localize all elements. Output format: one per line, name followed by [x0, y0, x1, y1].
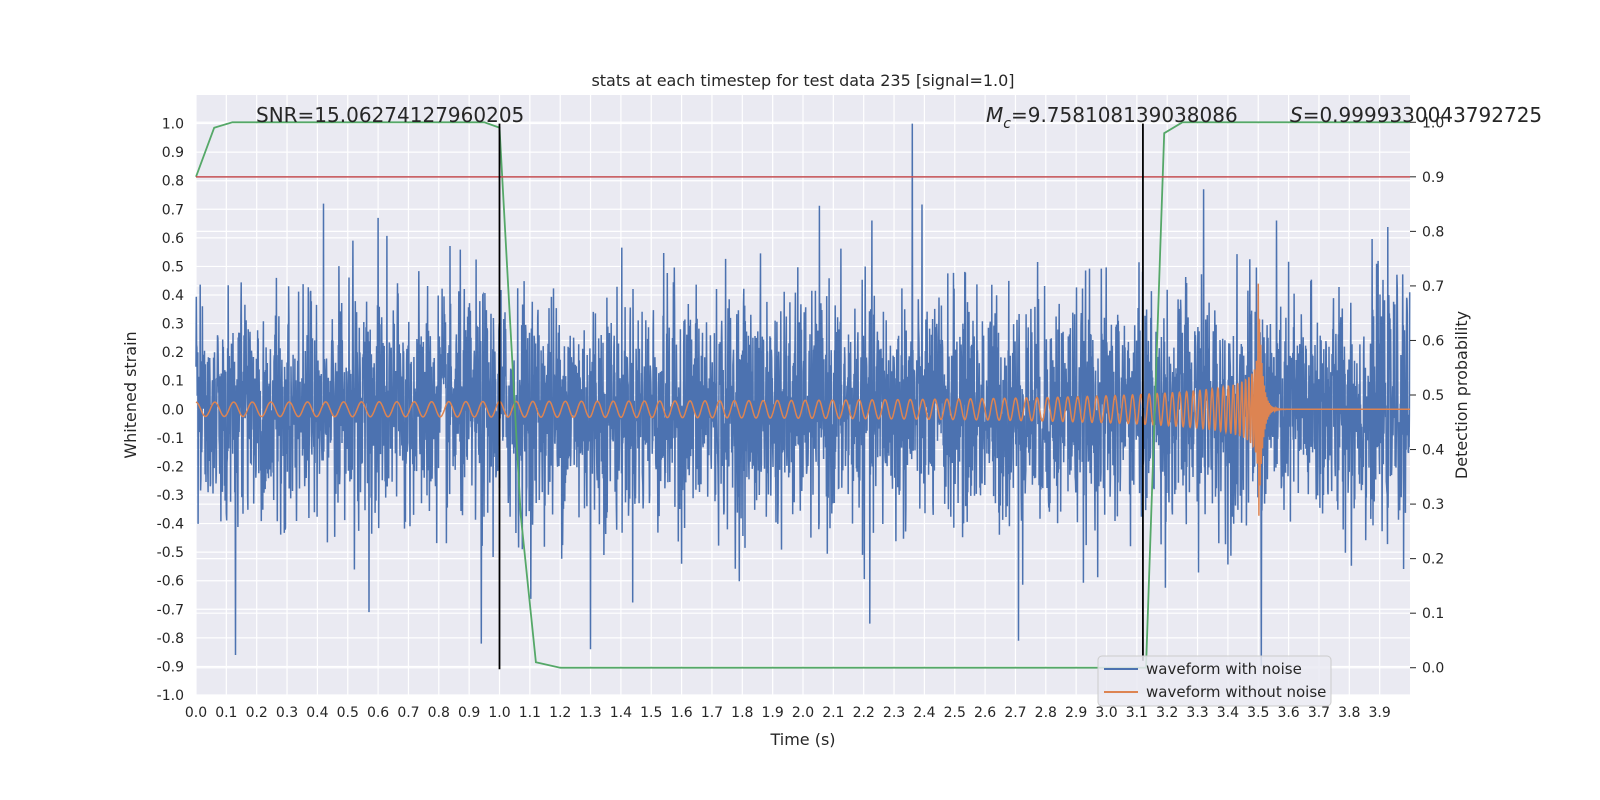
right-y-tick-label: 0.2 [1422, 552, 1444, 568]
chirp-mass-symbol: M [986, 103, 1003, 127]
x-tick-label: 1.0 [488, 705, 510, 721]
detection-probability-line [195, 121, 1410, 669]
x-tick-label: 3.3 [1186, 705, 1208, 721]
x-tick-label: 2.0 [792, 705, 814, 721]
x-tick-label: 3.9 [1369, 705, 1391, 721]
x-tick-label: 1.7 [701, 705, 723, 721]
right-y-tick-labels: 0.0 0.1 0.2 0.3 0.4 0.5 0.6 0.7 0.8 0.9 1.0 [1410, 115, 1444, 677]
legend-label-noisy: waveform with noise [1146, 660, 1302, 678]
x-tick-label: 2.6 [974, 705, 996, 721]
y-tick-label: 0.9 [162, 145, 184, 161]
x-tick-label: 0.1 [215, 705, 237, 721]
y-tick-label: 0.3 [162, 317, 184, 333]
x-tick-label: 2.3 [883, 705, 905, 721]
y-tick-label: -0.1 [157, 431, 184, 447]
right-y-tick-label: 0.0 [1422, 661, 1444, 677]
x-tick-label: 1.1 [519, 705, 541, 721]
right-y-tick-label: 0.7 [1422, 279, 1444, 295]
x-tick-label: 1.9 [762, 705, 784, 721]
y-tick-label: -0.5 [157, 545, 184, 561]
legend: waveform with noise waveform without noi… [1097, 655, 1332, 707]
y-tick-label: 0.2 [162, 345, 184, 361]
y-tick-label: 1.0 [162, 117, 184, 133]
y-tick-label: 0.0 [162, 402, 184, 418]
x-tick-label: 3.7 [1308, 705, 1330, 721]
y-tick-label: -1.0 [157, 688, 184, 704]
right-y-axis-label: Detection probability [1452, 311, 1471, 479]
x-tick-label: 2.4 [913, 705, 935, 721]
right-y-tick-label: 0.3 [1422, 497, 1444, 513]
right-y-tick-label: 0.1 [1422, 606, 1444, 622]
y-tick-label: -0.3 [157, 488, 184, 504]
y-axis-label: Whitened strain [121, 331, 140, 458]
score-annotation: S=0.9999330043792725 [1290, 103, 1542, 127]
x-tick-label: 3.1 [1126, 705, 1148, 721]
x-tick-label: 2.7 [1004, 705, 1026, 721]
score-symbol: S [1290, 103, 1303, 127]
y-tick-label: -0.4 [157, 517, 184, 533]
right-y-tick-label: 0.4 [1422, 443, 1444, 459]
x-tick-label: 2.8 [1035, 705, 1057, 721]
x-tick-labels: 0.0 0.1 0.2 0.3 0.4 0.5 0.6 0.7 0.8 0.9 1.0 1.1 1.2 1… [185, 705, 1391, 721]
clean-waveform-line [195, 283, 1410, 516]
y-tick-label: 0.1 [162, 374, 184, 390]
y-tick-label: 0.8 [162, 174, 184, 190]
x-tick-label: 3.5 [1247, 705, 1269, 721]
x-tick-label: 3.6 [1277, 705, 1299, 721]
y-tick-label: 0.5 [162, 259, 184, 275]
x-tick-label: 1.4 [610, 705, 632, 721]
x-tick-label: 2.9 [1065, 705, 1087, 721]
x-tick-label: 3.4 [1217, 705, 1239, 721]
y-tick-label: 0.7 [162, 202, 184, 218]
y-tick-label: -0.2 [157, 459, 184, 475]
y-tick-label: -0.9 [157, 659, 184, 675]
x-tick-label: 2.2 [853, 705, 875, 721]
right-y-tick-label: 0.8 [1422, 224, 1444, 240]
x-tick-label: 3.8 [1338, 705, 1360, 721]
legend-box [1097, 655, 1332, 707]
right-y-tick-label: 0.5 [1422, 388, 1444, 404]
legend-label-clean: waveform without noise [1146, 683, 1326, 701]
x-tick-label: 0.7 [397, 705, 419, 721]
right-y-tick-label: 1.0 [1422, 115, 1444, 131]
x-tick-label: 1.2 [549, 705, 571, 721]
x-tick-label: 0.3 [276, 705, 298, 721]
x-tick-label: 2.1 [822, 705, 844, 721]
y-tick-labels: -1.0 -0.9 -0.8 -0.7 -0.6 -0.5 -0.4 -0.3 -0.2 -0.1… [157, 117, 184, 704]
y-tick-label: -0.6 [157, 574, 184, 590]
x-tick-label: 0.2 [246, 705, 268, 721]
x-tick-label: 1.6 [670, 705, 692, 721]
y-tick-label: -0.8 [157, 631, 184, 647]
y-tick-label: 0.6 [162, 231, 184, 247]
chirp-mass-annotation: Mc=9.758108139038086 [986, 103, 1238, 132]
x-tick-label: 3.2 [1156, 705, 1178, 721]
x-tick-label: 1.5 [640, 705, 662, 721]
y-tick-label: 0.4 [162, 288, 184, 304]
x-tick-label: 0.0 [185, 705, 207, 721]
chart-title: stats at each timestep for test data 235… [591, 71, 1014, 90]
series-layer [195, 121, 1411, 670]
x-tick-label: 3.0 [1095, 705, 1117, 721]
x-tick-label: 0.5 [337, 705, 359, 721]
chirp-mass-subscript: c [1003, 116, 1011, 132]
x-tick-label: 0.6 [367, 705, 389, 721]
x-tick-label: 0.4 [306, 705, 328, 721]
x-tick-label: 0.9 [458, 705, 480, 721]
snr-annotation: SNR=15.06274127960205 [256, 103, 524, 127]
noisy-waveform-line [195, 123, 1411, 667]
score-value: =0.9999330043792725 [1303, 103, 1542, 127]
x-axis-label: Time (s) [769, 730, 835, 749]
y-tick-label: -0.7 [157, 602, 184, 618]
x-tick-label: 0.8 [428, 705, 450, 721]
x-tick-label: 1.8 [731, 705, 753, 721]
right-y-tick-label: 0.6 [1422, 333, 1444, 349]
x-tick-label: 2.5 [944, 705, 966, 721]
chirp-mass-value: =9.758108139038086 [1011, 103, 1238, 127]
x-tick-label: 1.3 [579, 705, 601, 721]
right-y-tick-label: 0.9 [1422, 170, 1444, 186]
